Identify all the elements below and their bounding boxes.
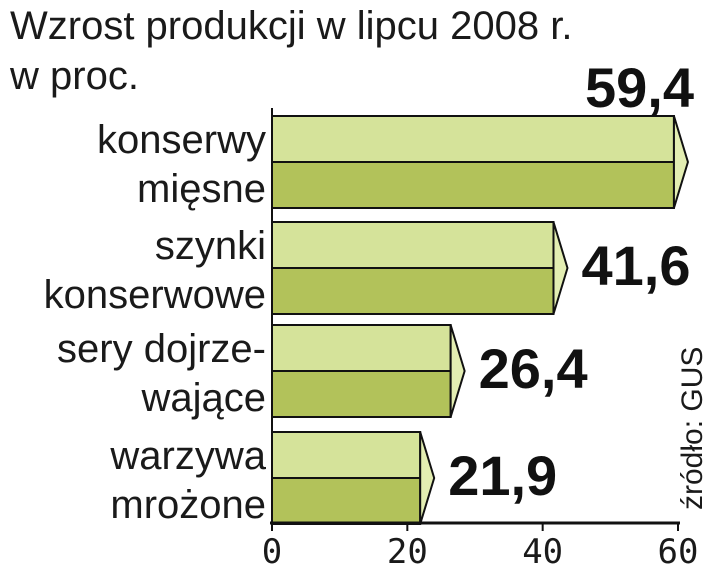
bar-bottom-face: [271, 267, 555, 315]
value-label: 21,9: [448, 444, 558, 507]
value-label: 59,4: [585, 56, 694, 119]
x-tick-label: 20: [387, 532, 428, 567]
category-label-line: sery dojrze-: [57, 327, 266, 371]
category-label-line: szynki: [154, 224, 266, 268]
bar: [271, 221, 569, 315]
x-tick-label: 40: [522, 532, 563, 567]
category-label: konserwy mięsne: [97, 116, 266, 214]
category-label-line: konserwy: [97, 118, 266, 162]
source-note: źródło: GUS: [676, 346, 709, 510]
x-tick-label: 60: [658, 532, 699, 567]
category-label: warzywa mrożone: [110, 432, 266, 530]
bar: [271, 115, 689, 209]
category-label: szynki konserwowe: [44, 222, 266, 320]
category-label-line: mrożone: [110, 483, 266, 527]
value-label: 41,6: [581, 234, 691, 297]
x-tick-label: 0: [262, 532, 282, 567]
chart-subtitle: w proc.: [10, 54, 139, 98]
bar-top-face: [271, 221, 555, 269]
category-label-line: mięsne: [137, 167, 266, 211]
bar-tip: [449, 324, 466, 418]
bar-top-face: [271, 324, 452, 372]
bar: [271, 324, 466, 418]
bar-tip: [672, 115, 689, 209]
value-label: 26,4: [478, 337, 588, 400]
category-label-line: konserwowe: [43, 273, 266, 317]
category-label-line: wające: [141, 376, 266, 420]
bar-bottom-face: [271, 477, 422, 525]
bar-bottom-face: [271, 370, 452, 418]
bar: [271, 431, 436, 525]
category-label-line: warzywa: [110, 434, 266, 478]
bar-bottom-face: [271, 161, 675, 209]
bar-tip: [419, 431, 436, 525]
bar-top-face: [271, 115, 675, 163]
bar-top-face: [271, 431, 422, 479]
category-label: sery dojrze-wające: [57, 325, 266, 423]
bar-tip: [552, 221, 569, 315]
chart-title: Wzrost produkcji w lipcu 2008 r.: [10, 4, 573, 48]
